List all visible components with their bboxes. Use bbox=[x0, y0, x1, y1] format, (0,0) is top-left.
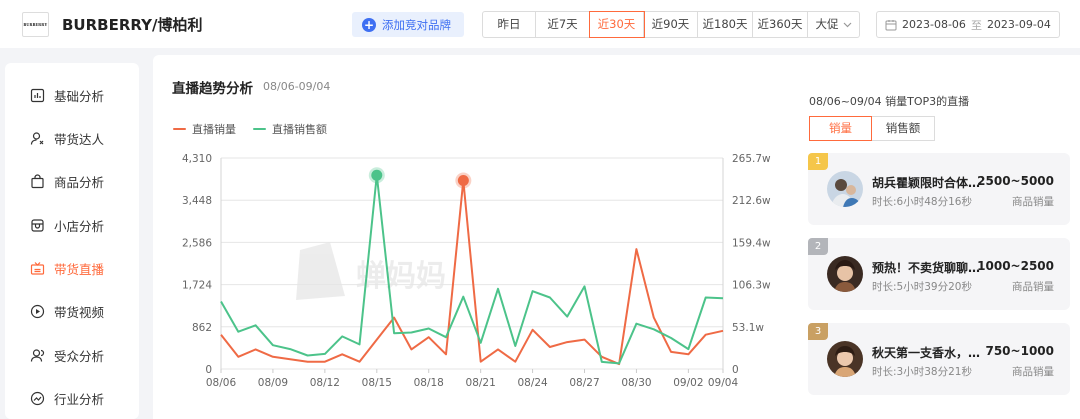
rank-badge: 2 bbox=[808, 238, 828, 255]
brand-name: BURBERRY/博柏利 bbox=[62, 16, 203, 34]
plus-icon: + bbox=[362, 17, 376, 32]
date-range-tabs: 昨日 近7天 近30天 近90天 近180天 近360天 大促 bbox=[482, 11, 860, 38]
store-icon bbox=[31, 218, 44, 232]
top3-metric-toggle: 销量 销售额 bbox=[809, 116, 935, 141]
chart-subtitle: 08/06-09/04 bbox=[263, 80, 331, 93]
sidebar-item-products[interactable]: 商品分析 bbox=[30, 171, 104, 191]
streamer-avatar bbox=[827, 256, 863, 292]
sidebar-item-basic-analysis[interactable]: 基础分析 bbox=[30, 85, 104, 105]
range-90d[interactable]: 近90天 bbox=[644, 12, 698, 37]
date-range-picker[interactable]: 2023-08-06 至 2023-09-04 bbox=[876, 11, 1060, 38]
date-start: 2023-08-06 bbox=[902, 18, 966, 31]
chart-title: 直播趋势分析 bbox=[172, 81, 253, 97]
legend-label: 直播销售额 bbox=[272, 123, 327, 136]
range-yesterday[interactable]: 昨日 bbox=[483, 12, 536, 37]
sidebar-item-label: 带货达人 bbox=[54, 131, 105, 147]
streamer-avatar bbox=[827, 171, 863, 207]
sidebar-item-industry[interactable]: 行业分析 bbox=[30, 388, 104, 408]
calendar-icon bbox=[885, 19, 897, 30]
sales-label: 商品销量 bbox=[1012, 366, 1054, 378]
sidebar-item-influencers[interactable]: 带货达人 bbox=[30, 128, 104, 148]
brand-logo: BURBERRY bbox=[22, 12, 49, 37]
legend-item-sales-volume[interactable]: 直播销量 bbox=[173, 121, 236, 137]
sales-label: 商品销量 bbox=[1012, 196, 1054, 208]
audience-icon bbox=[30, 348, 45, 362]
sidebar-item-label: 商品分析 bbox=[54, 174, 105, 190]
legend-swatch bbox=[253, 128, 266, 130]
sidebar: 基础分析 带货达人 商品分析 小店分析 带货直播 带货视频 受众分析 行业分析 bbox=[5, 63, 139, 419]
rank-badge: 3 bbox=[808, 323, 828, 340]
legend-label: 直播销量 bbox=[192, 123, 236, 136]
sidebar-item-label: 受众分析 bbox=[54, 348, 105, 364]
live-card-1[interactable]: 1 胡兵瞿颖限时合体宠粉！ 时长:6小时48分16秒 2500~5000 商品销… bbox=[808, 153, 1070, 225]
streamer-avatar bbox=[827, 341, 863, 377]
sidebar-item-videos[interactable]: 带货视频 bbox=[30, 301, 104, 321]
rank-badge: 1 bbox=[808, 153, 828, 170]
range-180d[interactable]: 近180天 bbox=[698, 12, 753, 37]
sidebar-item-live[interactable]: 带货直播 bbox=[30, 258, 104, 278]
bag-icon bbox=[31, 173, 44, 188]
live-title: 秋天第一支香水，一起来 bbox=[872, 346, 990, 360]
date-separator: 至 bbox=[970, 18, 982, 32]
add-competitor-button[interactable]: + 添加竞对品牌 bbox=[352, 12, 464, 37]
live-title: 预热！不卖货聊聊天哦 bbox=[872, 261, 990, 275]
add-competitor-label: 添加竞对品牌 bbox=[382, 17, 451, 32]
bar-chart-icon bbox=[30, 88, 45, 102]
top3-title: 08/06~09/04 销量TOP3的直播 bbox=[809, 95, 970, 108]
live-tv-icon bbox=[30, 261, 45, 275]
top-header: BURBERRY BURBERRY/博柏利 + 添加竞对品牌 昨日 近7天 近3… bbox=[0, 0, 1080, 48]
sidebar-item-label: 带货直播 bbox=[54, 261, 105, 277]
range-promo-label: 大促 bbox=[815, 17, 839, 31]
range-promo-dropdown[interactable]: 大促 bbox=[808, 12, 859, 37]
user-icon bbox=[30, 131, 44, 145]
date-end: 2023-09-04 bbox=[986, 18, 1051, 31]
legend-item-sales-amount[interactable]: 直播销售额 bbox=[253, 121, 327, 137]
chevron-down-icon bbox=[843, 22, 851, 27]
range-7d[interactable]: 近7天 bbox=[536, 12, 590, 37]
sidebar-item-label: 小店分析 bbox=[54, 218, 105, 234]
sidebar-item-audience[interactable]: 受众分析 bbox=[30, 345, 104, 365]
sales-label: 商品销量 bbox=[1012, 281, 1054, 293]
live-card-3[interactable]: 3 秋天第一支香水，一起来 时长:3小时38分21秒 750~1000 商品销量 bbox=[808, 323, 1070, 395]
logo-text: BURBERRY bbox=[23, 22, 48, 27]
live-duration: 时长:3小时38分21秒 bbox=[872, 366, 972, 378]
live-title: 胡兵瞿颖限时合体宠粉！ bbox=[872, 176, 990, 190]
live-card-2[interactable]: 2 预热！不卖货聊聊天哦 时长:5小时39分20秒 1000~2500 商品销量 bbox=[808, 238, 1070, 310]
range-30d[interactable]: 近30天 bbox=[589, 11, 645, 38]
sidebar-item-label: 基础分析 bbox=[54, 88, 105, 104]
sidebar-item-stores[interactable]: 小店分析 bbox=[30, 215, 104, 235]
sales-range: 2500~5000 bbox=[977, 174, 1054, 188]
range-360d[interactable]: 近360天 bbox=[753, 12, 808, 37]
tab-sales-volume[interactable]: 销量 bbox=[809, 116, 872, 141]
sales-range: 1000~2500 bbox=[977, 259, 1054, 273]
play-icon bbox=[30, 304, 45, 318]
live-duration: 时长:6小时48分16秒 bbox=[872, 196, 972, 208]
live-duration: 时长:5小时39分20秒 bbox=[872, 281, 972, 293]
sidebar-item-label: 行业分析 bbox=[54, 391, 105, 407]
sidebar-item-label: 带货视频 bbox=[54, 304, 105, 320]
trend-icon bbox=[30, 391, 45, 405]
legend-swatch bbox=[173, 128, 186, 130]
tab-sales-amount[interactable]: 销售额 bbox=[872, 116, 935, 141]
sales-range: 750~1000 bbox=[985, 344, 1054, 358]
